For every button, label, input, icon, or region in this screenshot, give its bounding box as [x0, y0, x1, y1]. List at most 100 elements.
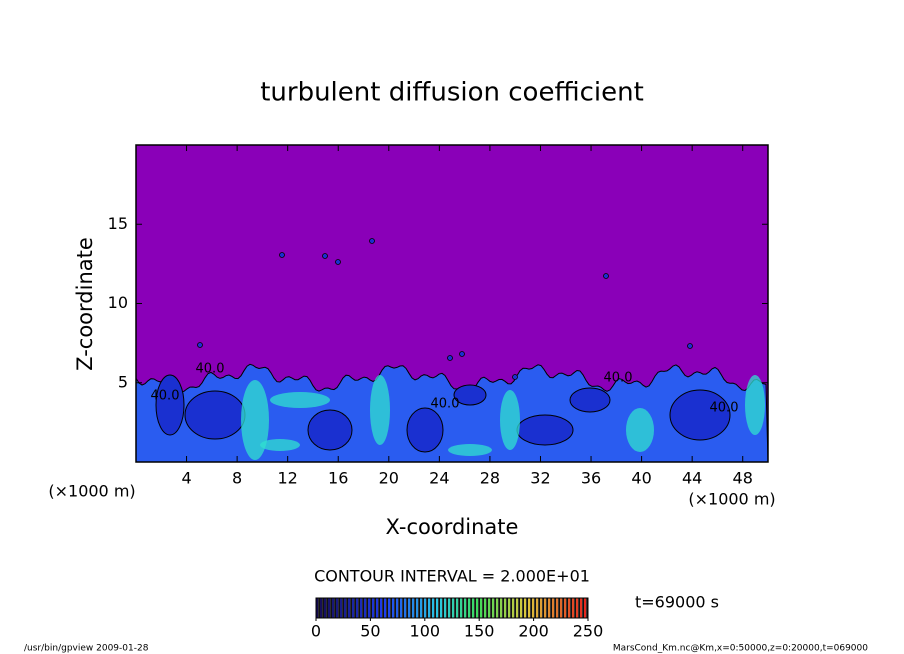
contour-label: 40.0 — [710, 401, 739, 416]
colorbar-cell — [344, 598, 347, 618]
colorbar-gap — [394, 598, 396, 618]
colorbar-gap — [518, 598, 520, 618]
x-tick-label: 8 — [232, 469, 242, 488]
colorbar-tick-label: 100 — [410, 622, 441, 641]
speck — [322, 253, 328, 259]
speck — [447, 355, 453, 361]
colorbar-frame — [315, 597, 589, 619]
x-tick-label: 32 — [530, 469, 550, 488]
colorbar-gap — [494, 598, 496, 618]
speck — [369, 238, 375, 244]
boundary-layer — [136, 363, 768, 462]
swirl — [370, 375, 390, 445]
eddy — [669, 389, 731, 441]
colorbar-cell — [484, 598, 487, 618]
colorbar-cell — [560, 598, 563, 618]
colorbar-cell — [444, 598, 447, 618]
x-tick-label: 28 — [480, 469, 500, 488]
x-axis-label: X-coordinate — [386, 515, 519, 539]
swirl — [260, 439, 300, 451]
colorbar-gap — [486, 598, 488, 618]
colorbar-cell — [436, 598, 439, 618]
colorbar-gap — [474, 598, 476, 618]
colorbar-cell — [384, 598, 387, 618]
colorbar-gap — [454, 598, 456, 618]
colorbar-gap — [546, 598, 548, 618]
colorbar-tick-label: 150 — [464, 622, 495, 641]
x-tick-label: 44 — [682, 469, 702, 488]
colorbar-cell — [316, 598, 319, 618]
colorbar-cell — [388, 598, 391, 618]
colorbar-cell — [512, 598, 515, 618]
colorbar-gap — [446, 598, 448, 618]
colorbar-cell — [532, 598, 535, 618]
colorbar-gap — [530, 598, 532, 618]
colorbar-cell — [492, 598, 495, 618]
colorbar-gap — [450, 598, 452, 618]
colorbar-gap — [330, 598, 332, 618]
colorbar-tick-label: 50 — [360, 622, 380, 641]
colorbar-cell — [404, 598, 407, 618]
colorbar-cell — [472, 598, 475, 618]
colorbar-cell — [508, 598, 511, 618]
colorbar-cell — [572, 598, 575, 618]
colorbar-cell — [424, 598, 427, 618]
footer-right: MarsCond_Km.nc@Km,x=0:50000,z=0:20000,t=… — [613, 644, 868, 654]
colorbar-cell — [408, 598, 411, 618]
colorbar-cell — [500, 598, 503, 618]
colorbar-gap — [502, 598, 504, 618]
colorbar-gap — [346, 598, 348, 618]
colorbar-cell — [528, 598, 531, 618]
speck — [335, 259, 341, 265]
colorbar-tick-label: 250 — [573, 622, 604, 641]
colorbar-gap — [458, 598, 460, 618]
y-unit: (×1000 m) — [48, 482, 135, 501]
colorbar-gap — [562, 598, 564, 618]
colorbar-gap — [510, 598, 512, 618]
x-unit: (×1000 m) — [688, 490, 775, 509]
colorbar-gap — [386, 598, 388, 618]
swirl — [626, 408, 654, 452]
colorbar-cell — [468, 598, 471, 618]
colorbar-cell — [540, 598, 543, 618]
colorbar-gap — [586, 598, 588, 618]
x-tick-label: 48 — [733, 469, 753, 488]
colorbar-gap — [538, 598, 540, 618]
speck — [279, 252, 285, 258]
colorbar-gap — [418, 598, 420, 618]
colorbar-tick-label: 0 — [311, 622, 321, 641]
colorbar-cell — [476, 598, 479, 618]
eddy — [569, 387, 611, 413]
colorbar-cell — [380, 598, 383, 618]
x-tick-label: 4 — [181, 469, 191, 488]
eddy — [516, 414, 574, 446]
colorbar-gap — [434, 598, 436, 618]
colorbar-cell — [516, 598, 519, 618]
x-tick-label: 16 — [328, 469, 348, 488]
colorbar-tick-label: 200 — [518, 622, 549, 641]
colorbar-cell — [524, 598, 527, 618]
colorbar-cell — [352, 598, 355, 618]
colorbar-gap — [542, 598, 544, 618]
colorbar-gap — [370, 598, 372, 618]
colorbar-cell — [536, 598, 539, 618]
colorbar-gap — [550, 598, 552, 618]
swirl — [745, 375, 765, 435]
colorbar-cell — [488, 598, 491, 618]
footer-left: /usr/bin/gpview 2009-01-28 — [24, 644, 149, 654]
colorbar-cell — [576, 598, 579, 618]
eddy — [155, 374, 185, 436]
colorbar-cell — [324, 598, 327, 618]
chart-title: turbulent diffusion coefficient — [260, 78, 644, 108]
y-tick-label: 15 — [108, 214, 128, 233]
colorbar-cell — [428, 598, 431, 618]
colorbar-gap — [574, 598, 576, 618]
colorbar-cell — [412, 598, 415, 618]
colorbar-gap — [534, 598, 536, 618]
time-label: t=69000 s — [635, 593, 719, 612]
colorbar-cell — [544, 598, 547, 618]
colorbar-gap — [462, 598, 464, 618]
colorbar-cell — [340, 598, 343, 618]
colorbar-cell — [456, 598, 459, 618]
speck — [512, 374, 518, 380]
